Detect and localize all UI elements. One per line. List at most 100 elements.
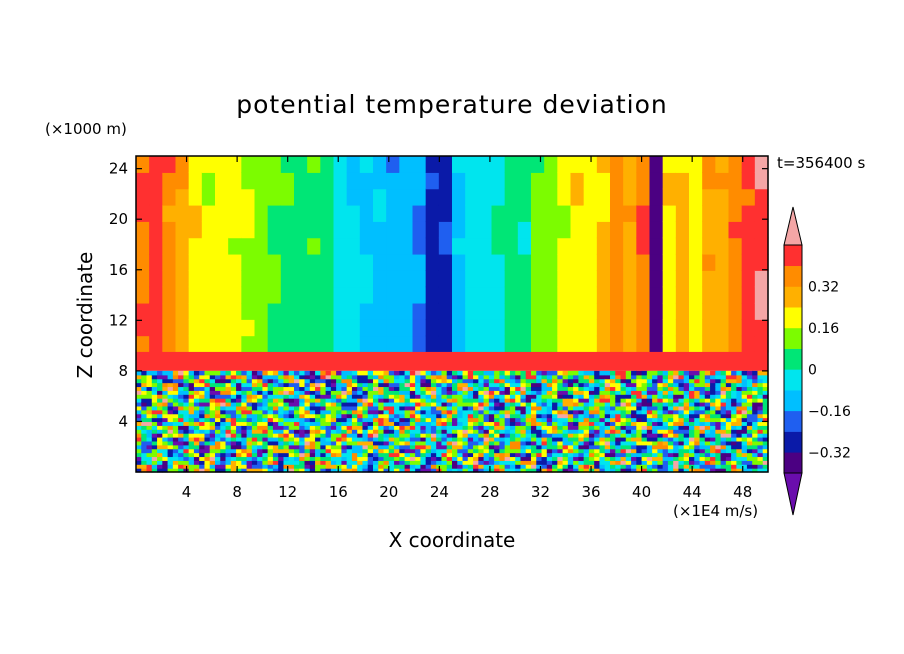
field-cell (620, 405, 627, 411)
field-cell (373, 319, 387, 337)
field-cell (230, 374, 237, 380)
field-cell (649, 237, 664, 255)
field-cell (188, 221, 203, 239)
field-cell (720, 464, 727, 469)
field-cell (615, 409, 622, 415)
field-cell (746, 382, 753, 388)
field-cell (741, 452, 748, 458)
field-cell (336, 464, 342, 469)
field-cell (649, 319, 664, 337)
field-cell (694, 378, 701, 384)
field-cell (615, 401, 622, 407)
field-cell (578, 405, 585, 411)
field-cell (409, 440, 416, 446)
field-cell (541, 468, 548, 473)
field-cell (667, 405, 674, 411)
field-cell (346, 468, 353, 473)
field-cell (230, 378, 237, 384)
field-cell (546, 409, 553, 415)
field-cell (525, 417, 532, 423)
field-cell (399, 460, 406, 465)
field-cell (646, 409, 653, 415)
field-cell (441, 421, 448, 426)
field-cell (183, 417, 190, 423)
field-cell (478, 429, 485, 434)
field-cell (320, 405, 327, 411)
field-cell (236, 398, 242, 403)
field-cell (725, 394, 732, 399)
field-cell (167, 433, 174, 438)
field-cell (478, 468, 485, 473)
field-cell (383, 456, 390, 461)
field-cell (294, 417, 300, 423)
field-cell (675, 221, 690, 239)
field-cell (251, 429, 258, 434)
field-cell (357, 390, 364, 395)
field-cell (752, 421, 759, 426)
field-cell (531, 401, 537, 407)
field-cell (228, 253, 242, 271)
field-cell (167, 444, 174, 450)
field-cell (683, 429, 690, 434)
field-cell (288, 421, 295, 426)
field-cell (562, 413, 569, 419)
field-cell (420, 401, 427, 407)
field-cell (652, 390, 658, 395)
field-cell (631, 444, 637, 450)
field-cell (280, 270, 295, 288)
field-cell (188, 433, 195, 438)
field-cell (636, 382, 643, 388)
colorbar-swatch (784, 245, 802, 267)
field-cell (278, 440, 285, 446)
field-cell (320, 370, 327, 376)
field-cell (704, 429, 711, 434)
field-cell (473, 409, 479, 415)
field-cell (462, 437, 469, 442)
field-cell (359, 335, 374, 353)
field-cell (188, 417, 195, 423)
field-cell (178, 468, 184, 473)
field-cell (725, 440, 732, 446)
field-cell (209, 437, 216, 442)
field-cell (141, 386, 148, 391)
field-cell (272, 456, 279, 461)
field-cell (488, 405, 495, 411)
field-cell (599, 444, 606, 450)
field-cell (230, 421, 237, 426)
field-cell (720, 370, 727, 376)
field-cell (578, 464, 585, 469)
field-cell (320, 437, 327, 442)
field-cell (473, 401, 479, 407)
field-cell (678, 386, 685, 391)
field-cell (215, 204, 229, 222)
field-cell (662, 286, 677, 304)
field-cell (367, 452, 374, 458)
field-cell (267, 394, 274, 399)
field-cell (215, 433, 221, 438)
field-cell (267, 335, 282, 353)
field-cell (136, 188, 150, 206)
field-cell (209, 398, 216, 403)
field-cell (251, 394, 258, 399)
field-cell (383, 460, 390, 465)
field-cell (757, 433, 764, 438)
field-cell (373, 452, 379, 458)
field-cell (646, 444, 653, 450)
field-cell (430, 382, 437, 388)
field-cell (623, 302, 637, 320)
field-cell (452, 440, 458, 446)
field-cell (188, 444, 195, 450)
field-cell (641, 413, 648, 419)
field-cell (673, 398, 680, 403)
field-cell (209, 417, 216, 423)
field-cell (673, 386, 680, 391)
field-cell (183, 440, 190, 446)
field-cell (320, 429, 327, 434)
field-cell (531, 221, 545, 239)
field-cell (420, 448, 427, 454)
field-cell (646, 452, 653, 458)
field-cell (710, 452, 716, 458)
field-cell (583, 188, 598, 206)
field-cell (315, 437, 321, 442)
field-cell (741, 188, 756, 206)
